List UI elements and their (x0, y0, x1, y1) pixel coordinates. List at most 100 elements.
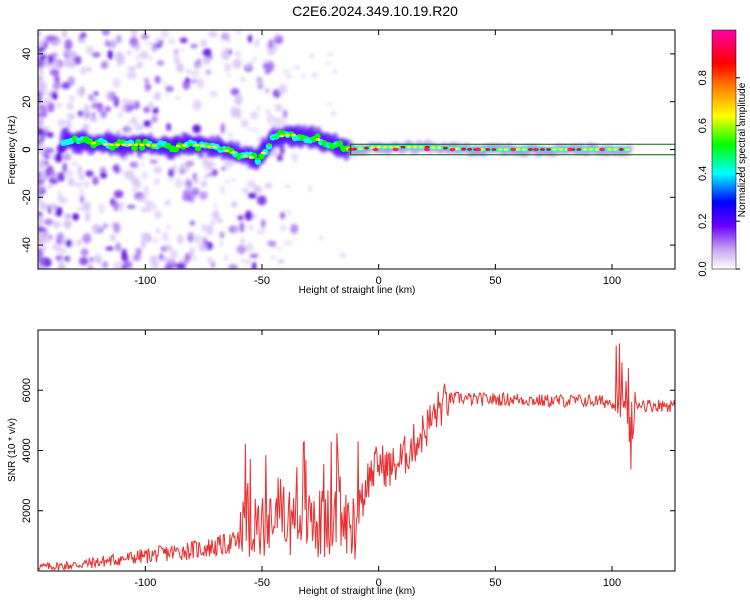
noise-blob (327, 52, 334, 57)
ridge-peak-cell (133, 143, 139, 147)
noise-blob (74, 55, 82, 65)
noise-blob (67, 177, 75, 187)
noise-blob (100, 61, 108, 69)
ridge-peak-cell (594, 148, 600, 151)
noise-blob (228, 132, 233, 139)
ridge-peak-cell (254, 157, 260, 161)
noise-blob (114, 163, 120, 175)
noise-blob (126, 204, 136, 209)
ridge-peak-cell (145, 143, 151, 147)
noise-blob (244, 258, 251, 265)
noise-blob (185, 160, 195, 167)
noise-blob (38, 40, 44, 48)
noise-blob (144, 81, 151, 93)
noise-blob (112, 77, 121, 89)
ridge-hotspot (599, 147, 606, 152)
noise-blob (200, 39, 208, 48)
noise-blob (301, 73, 305, 79)
ridge-peak-cell (327, 142, 333, 146)
noise-blob (131, 43, 137, 47)
noise-blob (38, 214, 44, 226)
noise-blob (155, 36, 160, 44)
noise-blob (202, 48, 212, 57)
noise-blob (38, 47, 43, 54)
noise-blob (43, 160, 50, 166)
noise-blob (46, 35, 56, 41)
ridge-peak-cell (170, 145, 175, 149)
noise-blob (76, 206, 85, 212)
noise-blob (126, 127, 132, 133)
noise-blob (200, 181, 208, 187)
noise-blob (152, 204, 157, 211)
noise-blob (137, 196, 148, 202)
noise-blob (79, 256, 89, 266)
noise-blob (54, 154, 63, 163)
noise-blob (190, 79, 198, 84)
noise-blob (238, 221, 245, 233)
noise-blob (211, 168, 218, 177)
noise-blob (192, 124, 202, 134)
x-tick-label: -50 (254, 577, 270, 589)
ridge-core-cell (314, 133, 321, 140)
noise-blob (188, 249, 196, 257)
noise-blob (158, 253, 164, 260)
noise-blob (114, 242, 122, 252)
noise-blob (57, 172, 66, 182)
ridge-peak-cell (309, 136, 315, 140)
snr-frame (37, 329, 676, 572)
noise-blob (259, 227, 266, 235)
noise-blob (247, 179, 256, 188)
noise-blobs (38, 30, 347, 269)
colorbar-tick-label: 0.6 (697, 118, 709, 133)
noise-blob (38, 162, 42, 173)
ridge-peak-cell (194, 143, 200, 147)
noise-blob (290, 223, 299, 234)
noise-blob (257, 229, 261, 235)
noise-blob (260, 218, 266, 229)
noise-blob (174, 178, 184, 189)
spectrogram-y-label: Frequency (Hz) (7, 116, 18, 185)
noise-blob (67, 119, 72, 130)
noise-blob (185, 68, 192, 75)
noise-blob (247, 192, 257, 199)
noise-blob (278, 258, 285, 264)
noise-blob (193, 177, 199, 184)
noise-blob (224, 179, 230, 184)
noise-blob (265, 109, 271, 116)
noise-blob (175, 63, 185, 73)
noise-blob (143, 77, 149, 83)
noise-blob (262, 63, 270, 70)
ridge-peak-cell (485, 148, 491, 151)
noise-blob (77, 110, 85, 117)
noise-blob (190, 69, 200, 78)
ridge-peak-cell (315, 138, 321, 141)
noise-blob (165, 122, 172, 132)
noise-blob (267, 48, 276, 56)
noise-blob (284, 184, 291, 189)
y-tick-label: 40 (21, 48, 33, 60)
noise-blob (168, 177, 173, 183)
ridge-peak-cell (242, 154, 248, 158)
colorbar-tick-label: 0.2 (697, 214, 709, 229)
noise-blob (176, 262, 186, 269)
ridge-peak-cell (625, 148, 630, 151)
noise-blob (240, 258, 245, 264)
noise-blob (249, 111, 259, 119)
noise-blob (318, 235, 324, 240)
ridge-peak-cell (540, 148, 545, 151)
ridge-peak-cell (297, 134, 303, 138)
noise-blob (117, 112, 124, 119)
noise-blob (147, 101, 154, 109)
noise-blob (190, 43, 198, 49)
noise-blob (113, 222, 121, 234)
noise-blob (82, 201, 91, 212)
y-tick-label: 20 (21, 96, 33, 108)
ridge-peak-cell (436, 146, 442, 150)
noise-blob (52, 220, 61, 229)
ridge-hotspot (392, 147, 399, 152)
noise-blob (42, 98, 53, 105)
noise-blob (80, 66, 87, 75)
ridge-peak-cell (400, 145, 406, 149)
